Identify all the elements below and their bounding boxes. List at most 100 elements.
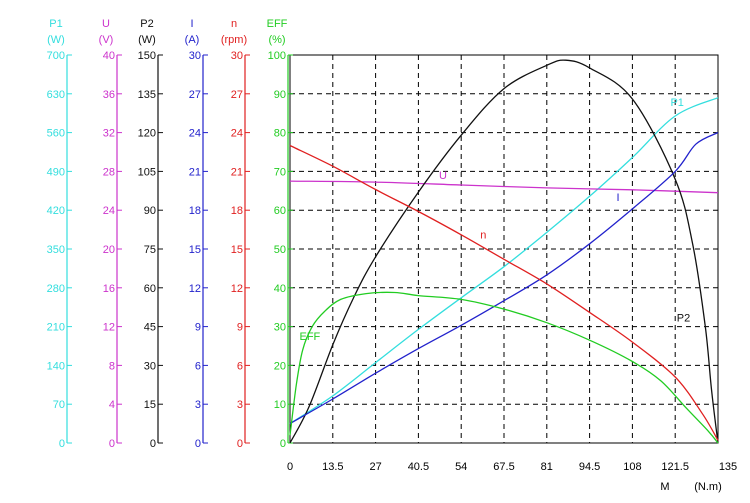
y-tick-label-p2: 30 <box>144 360 156 372</box>
y-tick-label-p1: 210 <box>47 322 65 334</box>
x-tick-label: 0 <box>287 461 293 473</box>
y-tick-label-i: 0 <box>195 438 201 450</box>
y-tick-label-u: 24 <box>103 205 115 217</box>
y-tick-label-p2: 120 <box>138 128 156 140</box>
series-label-n: n <box>480 230 486 242</box>
y-tick-label-i: 12 <box>189 283 201 295</box>
y-tick-label-n: 15 <box>231 244 243 256</box>
y-tick-label-p1: 350 <box>47 244 65 256</box>
y-tick-label-p2: 135 <box>138 89 156 101</box>
y-tick-label-p2: 150 <box>138 50 156 62</box>
y-tick-label-p1: 70 <box>53 399 65 411</box>
y-tick-label-u: 36 <box>103 89 115 101</box>
x-tick-label: 81 <box>541 461 553 473</box>
y-tick-label-i: 24 <box>189 128 201 140</box>
y-tick-label-p2: 105 <box>138 166 156 178</box>
y-axis-label-u: U <box>102 18 110 30</box>
y-tick-label-p2: 90 <box>144 205 156 217</box>
y-tick-label-eff: 0 <box>280 438 286 450</box>
y-tick-label-p1: 630 <box>47 89 65 101</box>
y-tick-label-eff: 80 <box>274 128 286 140</box>
series-line-eff <box>289 291 719 444</box>
y-axis-unit-p1: (W) <box>47 34 65 46</box>
y-axis-label-eff: EFF <box>267 18 288 30</box>
y-axis-label-p2: P2 <box>140 18 153 30</box>
y-tick-label-n: 9 <box>237 322 243 334</box>
y-tick-label-eff: 50 <box>274 244 286 256</box>
x-tick-label: 27 <box>369 461 381 473</box>
y-tick-label-u: 28 <box>103 166 115 178</box>
series-line-n <box>289 144 719 441</box>
y-axis-unit-eff: (%) <box>268 34 285 46</box>
y-tick-label-n: 6 <box>237 360 243 372</box>
y-tick-label-n: 12 <box>231 283 243 295</box>
y-tick-label-eff: 30 <box>274 322 286 334</box>
y-tick-label-n: 24 <box>231 128 243 140</box>
y-tick-label-i: 9 <box>195 322 201 334</box>
y-tick-label-u: 32 <box>103 128 115 140</box>
y-tick-label-i: 27 <box>189 89 201 101</box>
y-axis-unit-u: (V) <box>99 34 114 46</box>
y-tick-label-eff: 10 <box>274 399 286 411</box>
series-label-p1: P1 <box>670 97 683 109</box>
y-tick-label-u: 12 <box>103 322 115 334</box>
y-tick-label-i: 21 <box>189 166 201 178</box>
y-tick-label-eff: 100 <box>268 50 286 62</box>
x-axis-label: M <box>660 481 669 493</box>
x-axis-unit: (N.m) <box>694 481 722 493</box>
y-tick-label-n: 27 <box>231 89 243 101</box>
series-label-eff: EFF <box>300 331 321 343</box>
y-tick-label-u: 4 <box>109 399 115 411</box>
y-tick-label-p1: 490 <box>47 166 65 178</box>
x-tick-label: 40.5 <box>408 461 429 473</box>
y-tick-label-eff: 90 <box>274 89 286 101</box>
series-label-p2: P2 <box>677 312 690 324</box>
y-tick-label-n: 3 <box>237 399 243 411</box>
series-line-u <box>289 180 719 194</box>
y-tick-label-p1: 700 <box>47 50 65 62</box>
y-tick-label-p2: 75 <box>144 244 156 256</box>
y-tick-label-i: 3 <box>195 399 201 411</box>
y-tick-label-p1: 560 <box>47 128 65 140</box>
y-tick-label-p1: 0 <box>59 438 65 450</box>
y-axis-label-n: n <box>231 18 237 30</box>
y-axis-unit-p2: (W) <box>138 34 156 46</box>
series-label-i: I <box>617 192 620 204</box>
x-tick-label: 54 <box>455 461 467 473</box>
y-tick-label-u: 20 <box>103 244 115 256</box>
y-axis-unit-n: (rpm) <box>221 34 247 46</box>
y-axis-unit-i: (A) <box>185 34 200 46</box>
y-tick-label-u: 8 <box>109 360 115 372</box>
y-tick-label-p1: 280 <box>47 283 65 295</box>
x-tick-label: 94.5 <box>579 461 600 473</box>
y-tick-label-p2: 0 <box>150 438 156 450</box>
y-tick-label-u: 40 <box>103 50 115 62</box>
y-tick-label-i: 30 <box>189 50 201 62</box>
y-axis-label-p1: P1 <box>49 18 62 30</box>
y-tick-label-eff: 40 <box>274 283 286 295</box>
y-tick-label-n: 18 <box>231 205 243 217</box>
y-tick-label-n: 21 <box>231 166 243 178</box>
y-tick-label-p2: 60 <box>144 283 156 295</box>
y-axis-label-i: I <box>190 18 193 30</box>
y-tick-label-p2: 15 <box>144 399 156 411</box>
series-label-u: U <box>439 170 447 182</box>
y-tick-label-eff: 20 <box>274 360 286 372</box>
y-tick-label-i: 18 <box>189 205 201 217</box>
x-tick-label: 121.5 <box>661 461 689 473</box>
y-tick-label-p1: 420 <box>47 205 65 217</box>
series-line-i <box>289 132 719 425</box>
y-tick-label-n: 30 <box>231 50 243 62</box>
x-tick-label: 67.5 <box>493 461 514 473</box>
y-tick-label-p1: 140 <box>47 360 65 372</box>
x-tick-label: 13.5 <box>322 461 343 473</box>
y-tick-label-eff: 70 <box>274 166 286 178</box>
y-tick-label-i: 15 <box>189 244 201 256</box>
y-tick-label-p2: 45 <box>144 322 156 334</box>
y-tick-label-i: 6 <box>195 360 201 372</box>
y-tick-label-u: 16 <box>103 283 115 295</box>
series-line-p2 <box>289 59 719 444</box>
y-tick-label-eff: 60 <box>274 205 286 217</box>
x-tick-label: 135 <box>719 461 737 473</box>
